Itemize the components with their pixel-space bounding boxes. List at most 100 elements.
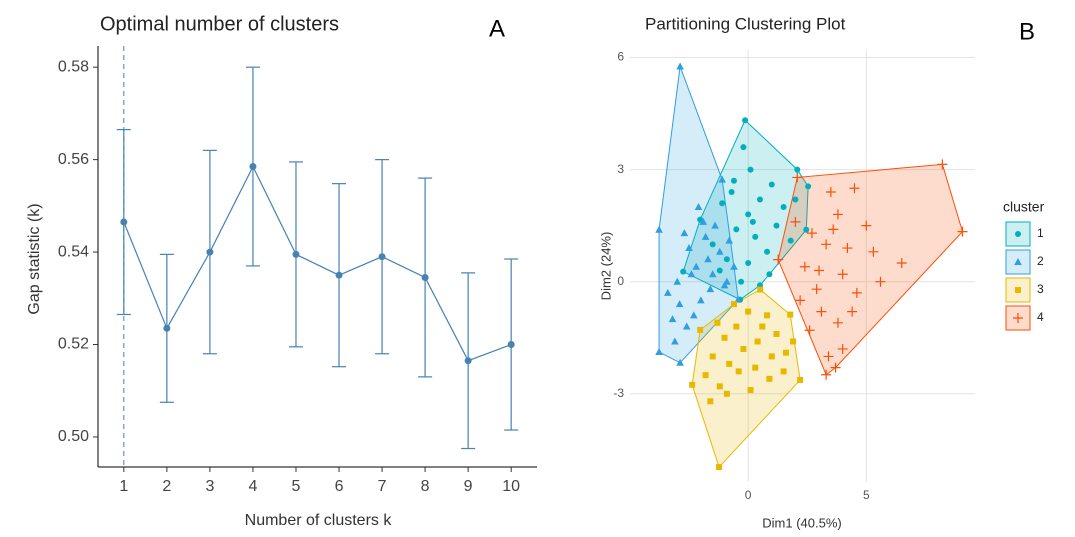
point xyxy=(733,323,740,330)
point xyxy=(719,200,726,207)
point xyxy=(957,226,968,237)
cluster-hull xyxy=(658,66,739,364)
y-tick-label: 0.56 xyxy=(58,151,89,168)
x-tick-label: 8 xyxy=(421,478,430,495)
point xyxy=(806,228,817,239)
point xyxy=(711,221,719,229)
point xyxy=(811,284,822,295)
point xyxy=(764,312,771,319)
y-tick-label: 6 xyxy=(617,50,624,64)
point xyxy=(734,295,743,303)
point xyxy=(757,286,764,293)
point xyxy=(792,196,799,203)
x-tick-label: 3 xyxy=(205,478,214,495)
point xyxy=(937,159,948,170)
point xyxy=(675,300,684,308)
point xyxy=(680,229,689,237)
x-tick-label: 2 xyxy=(162,478,171,495)
legend-key xyxy=(1005,277,1031,303)
point xyxy=(702,372,709,379)
point xyxy=(804,325,815,336)
point xyxy=(707,398,714,405)
point xyxy=(849,183,860,194)
point xyxy=(735,368,742,375)
point xyxy=(747,387,754,394)
point xyxy=(725,236,734,244)
point xyxy=(335,271,343,279)
chart-title: Partitioning Clustering Plot xyxy=(645,14,846,33)
point xyxy=(851,287,862,298)
point xyxy=(706,285,715,293)
x-tick-label: 7 xyxy=(378,478,387,495)
y-tick-label: -3 xyxy=(613,386,624,400)
point xyxy=(832,317,843,328)
point xyxy=(861,220,872,231)
point xyxy=(752,364,759,371)
point xyxy=(792,172,803,183)
point xyxy=(655,347,663,355)
x-tick-label: 10 xyxy=(502,478,520,495)
point xyxy=(464,357,472,365)
point xyxy=(697,326,704,333)
point xyxy=(726,360,733,367)
legend-label: 4 xyxy=(1037,310,1044,324)
point xyxy=(701,232,710,240)
gap-line xyxy=(123,165,512,362)
point xyxy=(752,233,759,240)
point xyxy=(799,261,810,272)
legend-label: 1 xyxy=(1037,226,1044,240)
point xyxy=(766,375,773,382)
y-tick-label: 0.50 xyxy=(58,428,89,445)
point xyxy=(690,311,698,319)
legend-symbol xyxy=(1015,231,1021,237)
point xyxy=(728,189,735,196)
y-axis-title: Gap statistic (k) xyxy=(26,203,43,314)
cluster-hull xyxy=(682,119,809,301)
point xyxy=(794,166,801,173)
y-tick-label: 0 xyxy=(617,274,624,288)
point xyxy=(378,253,386,261)
point xyxy=(716,464,723,471)
point xyxy=(682,322,691,330)
point xyxy=(709,241,716,248)
point xyxy=(875,276,886,287)
point xyxy=(747,166,754,173)
point xyxy=(821,239,832,250)
point xyxy=(745,308,752,315)
point xyxy=(676,62,684,70)
point xyxy=(709,353,716,360)
point xyxy=(716,383,723,390)
legend-title: cluster xyxy=(1003,199,1045,215)
point xyxy=(805,183,812,190)
point xyxy=(868,246,879,257)
point xyxy=(847,306,858,317)
point xyxy=(764,248,771,255)
point xyxy=(825,187,836,198)
point xyxy=(738,278,745,285)
point xyxy=(206,248,214,256)
point xyxy=(680,268,687,275)
point xyxy=(723,277,731,285)
point xyxy=(759,323,766,330)
x-tick-label: 6 xyxy=(335,478,344,495)
x-tick-label: 0 xyxy=(745,488,752,502)
point xyxy=(754,338,761,345)
point xyxy=(790,216,801,227)
legend-symbol xyxy=(1015,287,1021,293)
point xyxy=(664,288,672,296)
x-tick-label: 9 xyxy=(464,478,473,495)
point xyxy=(828,224,839,235)
point xyxy=(773,222,780,229)
point xyxy=(708,270,717,278)
point xyxy=(715,247,724,255)
point xyxy=(730,262,738,270)
point xyxy=(837,269,848,280)
point xyxy=(773,331,780,338)
point xyxy=(773,254,784,265)
legend-symbol xyxy=(1013,313,1023,323)
point xyxy=(120,218,128,226)
point xyxy=(797,376,804,383)
point xyxy=(795,295,806,306)
x-tick-label: 5 xyxy=(292,478,301,495)
